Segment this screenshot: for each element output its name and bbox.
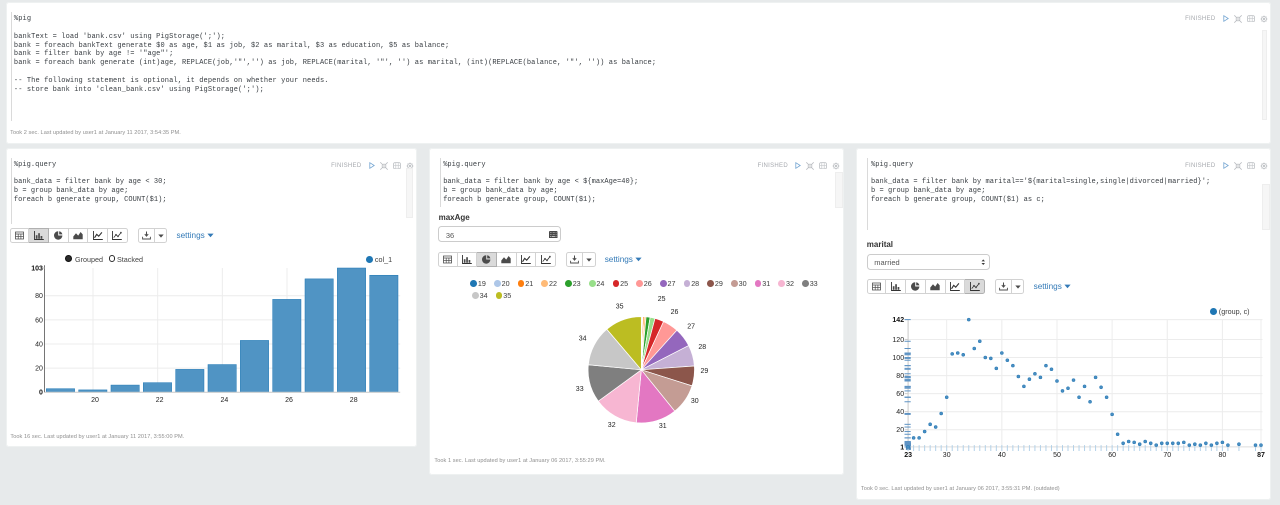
svg-text:80: 80 (35, 293, 43, 300)
svg-text:87: 87 (1257, 452, 1265, 459)
svg-text:1: 1 (900, 444, 904, 451)
svg-text:27: 27 (687, 323, 695, 330)
svg-text:60: 60 (35, 317, 43, 324)
svg-text:30: 30 (691, 398, 699, 405)
svg-text:60: 60 (1108, 452, 1116, 459)
svg-text:40: 40 (998, 452, 1006, 459)
svg-text:35: 35 (616, 303, 624, 310)
svg-text:40: 40 (896, 409, 904, 416)
svg-text:103: 103 (31, 265, 43, 272)
svg-text:33: 33 (576, 386, 584, 393)
svg-text:25: 25 (658, 296, 666, 303)
svg-text:0: 0 (38, 390, 42, 397)
svg-text:23: 23 (904, 452, 912, 459)
svg-text:20: 20 (35, 366, 43, 373)
svg-text:28: 28 (349, 397, 357, 404)
svg-text:120: 120 (892, 337, 904, 344)
svg-text:22: 22 (155, 397, 163, 404)
svg-text:20: 20 (91, 397, 99, 404)
svg-text:30: 30 (943, 452, 951, 459)
svg-text:34: 34 (579, 335, 587, 342)
svg-text:26: 26 (671, 309, 679, 316)
svg-text:28: 28 (698, 344, 706, 351)
svg-text:32: 32 (608, 422, 616, 429)
svg-text:142: 142 (892, 317, 904, 324)
svg-text:70: 70 (1163, 452, 1171, 459)
svg-text:29: 29 (701, 368, 709, 375)
svg-text:26: 26 (285, 397, 293, 404)
svg-text:80: 80 (1219, 452, 1227, 459)
svg-text:40: 40 (35, 341, 43, 348)
svg-text:20: 20 (896, 427, 904, 434)
svg-text:80: 80 (896, 373, 904, 380)
svg-text:31: 31 (659, 423, 667, 430)
svg-text:60: 60 (896, 391, 904, 398)
svg-text:100: 100 (892, 355, 904, 362)
svg-text:50: 50 (1053, 452, 1061, 459)
svg-text:24: 24 (220, 397, 228, 404)
